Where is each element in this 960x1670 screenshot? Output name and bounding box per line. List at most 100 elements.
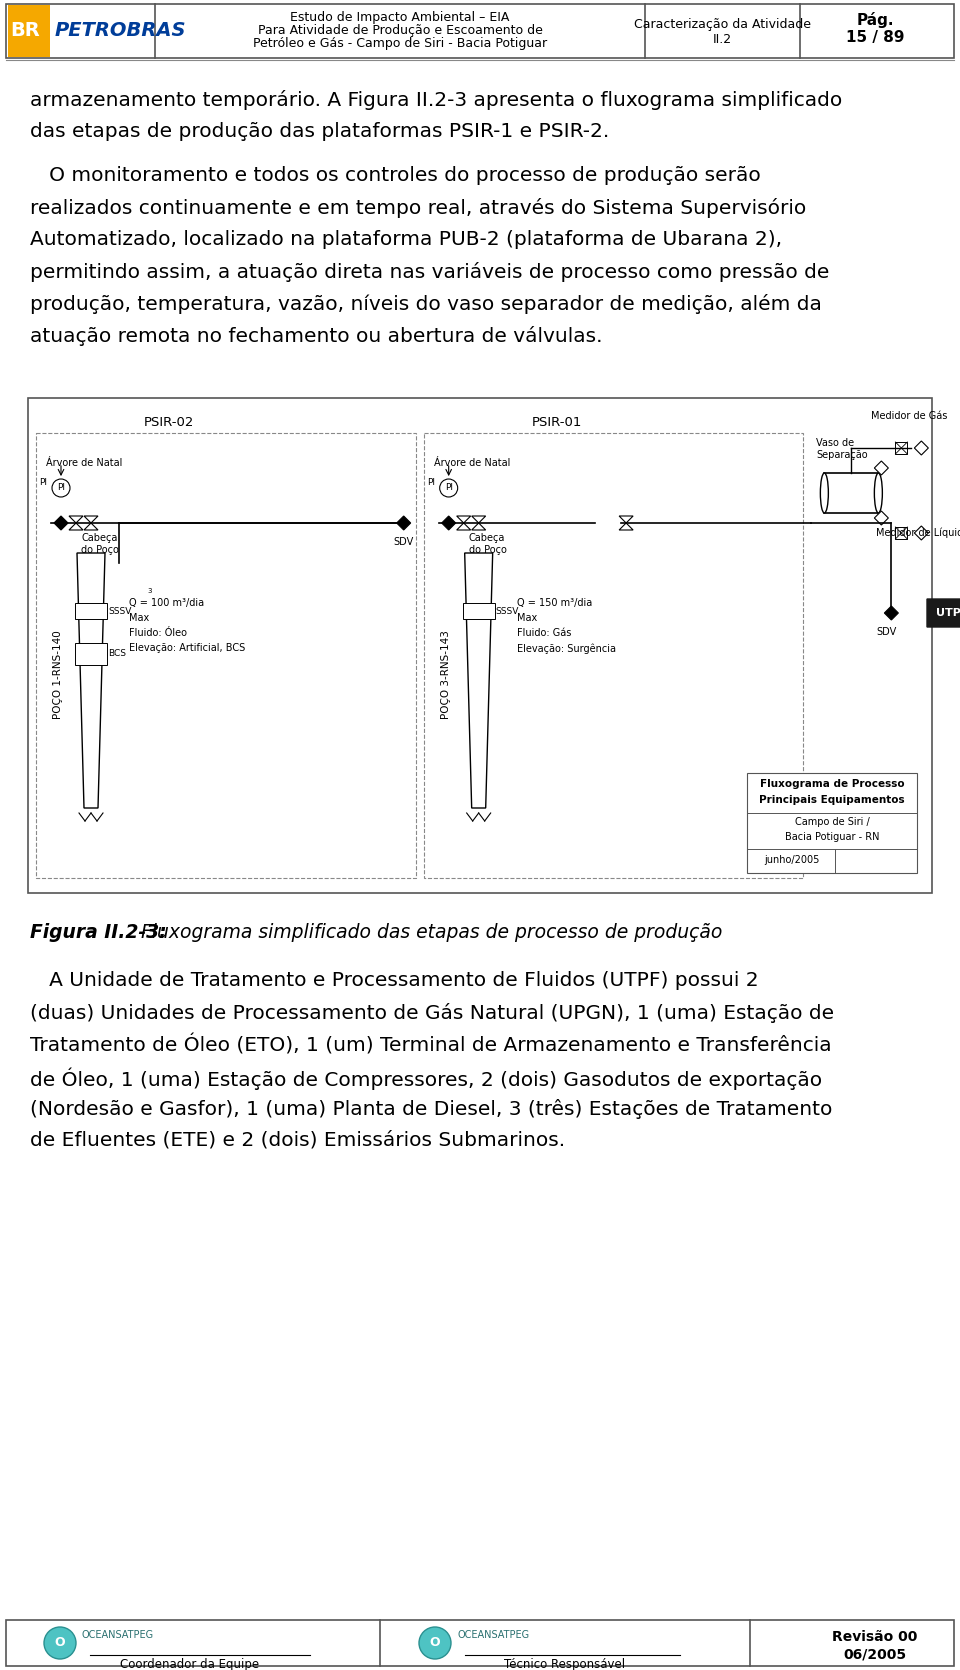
Text: Árvore de Natal: Árvore de Natal — [46, 458, 122, 468]
Text: Petróleo e Gás - Campo de Siri - Bacia Potiguar: Petróleo e Gás - Campo de Siri - Bacia P… — [252, 37, 547, 50]
Text: produção, temperatura, vazão, níveis do vaso separador de medição, além da: produção, temperatura, vazão, níveis do … — [30, 294, 822, 314]
Bar — [6, 1620, 954, 1667]
Text: permitindo assim, a atuação direta nas variáveis de processo como pressão de: permitindo assim, a atuação direta nas v… — [30, 262, 829, 282]
Text: Coordenador da Equipe: Coordenador da Equipe — [120, 1658, 259, 1670]
Text: BR: BR — [10, 22, 39, 40]
Text: II.2: II.2 — [712, 33, 732, 47]
Text: A Unidade de Tratamento e Processamento de Fluidos (UTPF) possui 2: A Unidade de Tratamento e Processamento … — [30, 970, 758, 990]
Text: BCS: BCS — [108, 648, 126, 658]
Text: PSIR-02: PSIR-02 — [144, 416, 194, 429]
Bar — [36, 433, 416, 878]
Polygon shape — [465, 553, 492, 808]
Text: Fluido: Óleo: Fluido: Óleo — [129, 628, 187, 638]
Text: Cabeça
do Poço: Cabeça do Poço — [468, 533, 507, 554]
Text: de Óleo, 1 (uma) Estação de Compressores, 2 (dois) Gasodutos de exportação: de Óleo, 1 (uma) Estação de Compressores… — [30, 1067, 822, 1089]
Text: Figura II.2-3:: Figura II.2-3: — [30, 924, 167, 942]
Bar — [6, 3, 954, 58]
Text: Medidor de Líquido: Medidor de Líquido — [876, 528, 960, 538]
Text: Pág.: Pág. — [856, 12, 894, 28]
Bar — [423, 433, 804, 878]
Text: 06/2005: 06/2005 — [844, 1648, 906, 1662]
Polygon shape — [471, 516, 486, 523]
Text: Q = 150 m³/dia: Q = 150 m³/dia — [516, 598, 592, 608]
Polygon shape — [875, 511, 888, 524]
Polygon shape — [396, 516, 411, 529]
Text: PI: PI — [57, 484, 65, 493]
Text: Vaso de
Separação: Vaso de Separação — [816, 438, 868, 459]
Circle shape — [419, 1627, 451, 1658]
Text: PETROBRAS: PETROBRAS — [55, 22, 186, 40]
Bar — [75, 603, 107, 620]
Text: Q = 100 m³/dia: Q = 100 m³/dia — [129, 598, 204, 608]
Polygon shape — [471, 523, 486, 529]
Text: UTPF - Guamaré: UTPF - Guamaré — [936, 608, 960, 618]
Text: junho/2005: junho/2005 — [764, 855, 820, 865]
Text: PSIR-01: PSIR-01 — [532, 416, 582, 429]
Text: OCEANSATPEG: OCEANSATPEG — [82, 1630, 155, 1640]
Text: O: O — [430, 1637, 441, 1650]
Bar — [28, 397, 932, 893]
Text: POÇO 3-RNS-143: POÇO 3-RNS-143 — [441, 631, 450, 720]
Text: (Nordesão e Gasfor), 1 (uma) Planta de Diesel, 3 (três) Estações de Tratamento: (Nordesão e Gasfor), 1 (uma) Planta de D… — [30, 1099, 832, 1119]
Bar — [463, 603, 494, 620]
Bar — [896, 528, 907, 539]
Text: Campo de Siri /: Campo de Siri / — [795, 817, 870, 827]
Polygon shape — [619, 516, 633, 523]
Text: Max: Max — [129, 613, 149, 623]
Bar — [747, 773, 917, 873]
Text: Max: Max — [516, 613, 537, 623]
Polygon shape — [84, 516, 98, 523]
Text: Bacia Potiguar - RN: Bacia Potiguar - RN — [784, 832, 879, 842]
Text: 3: 3 — [147, 588, 152, 595]
Text: SSSV: SSSV — [108, 606, 132, 616]
Polygon shape — [77, 553, 105, 808]
Text: SSSV: SSSV — [495, 606, 519, 616]
Text: O: O — [55, 1637, 65, 1650]
Text: Cabeça
do Poço: Cabeça do Poço — [81, 533, 119, 554]
Text: Elevação: Artificial, BCS: Elevação: Artificial, BCS — [129, 643, 245, 653]
Text: Medidor de Gás: Medidor de Gás — [872, 411, 948, 421]
Text: OCEANSATPEG: OCEANSATPEG — [457, 1630, 529, 1640]
Text: Caracterização da Atividade: Caracterização da Atividade — [634, 18, 810, 32]
Text: Fluido: Gás: Fluido: Gás — [516, 628, 571, 638]
Text: 15 / 89: 15 / 89 — [846, 30, 904, 45]
Polygon shape — [69, 516, 83, 523]
Bar — [75, 643, 107, 665]
Ellipse shape — [821, 473, 828, 513]
Text: PI: PI — [426, 478, 435, 488]
Text: POÇO 1-RNS-140: POÇO 1-RNS-140 — [53, 631, 63, 720]
Text: SDV: SDV — [876, 626, 897, 636]
Text: Automatizado, localizado na plataforma PUB-2 (plataforma de Ubarana 2),: Automatizado, localizado na plataforma P… — [30, 230, 782, 249]
Circle shape — [44, 1627, 76, 1658]
Text: armazenamento temporário. A Figura II.2-3 apresenta o fluxograma simplificado: armazenamento temporário. A Figura II.2-… — [30, 90, 842, 110]
Polygon shape — [914, 526, 928, 539]
Circle shape — [440, 479, 458, 498]
Polygon shape — [914, 441, 928, 454]
Bar — [896, 443, 907, 454]
Text: Tratamento de Óleo (ETO), 1 (um) Terminal de Armazenamento e Transferência: Tratamento de Óleo (ETO), 1 (um) Termina… — [30, 1035, 831, 1055]
Text: (duas) Unidades de Processamento de Gás Natural (UPGN), 1 (uma) Estação de: (duas) Unidades de Processamento de Gás … — [30, 1004, 834, 1024]
Text: Para Atividade de Produção e Escoamento de: Para Atividade de Produção e Escoamento … — [257, 23, 542, 37]
Text: Fluxograma de Processo: Fluxograma de Processo — [759, 778, 904, 788]
Text: das etapas de produção das plataformas PSIR-1 e PSIR-2.: das etapas de produção das plataformas P… — [30, 122, 610, 140]
Text: SDV: SDV — [394, 538, 414, 548]
Text: de Efluentes (ETE) e 2 (dois) Emissários Submarinos.: de Efluentes (ETE) e 2 (dois) Emissários… — [30, 1131, 565, 1151]
Polygon shape — [84, 523, 98, 529]
Text: atuação remota no fechamento ou abertura de válvulas.: atuação remota no fechamento ou abertura… — [30, 326, 603, 346]
Polygon shape — [54, 516, 68, 529]
Text: Principais Equipamentos: Principais Equipamentos — [759, 795, 905, 805]
Text: Árvore de Natal: Árvore de Natal — [434, 458, 510, 468]
Text: realizados continuamente e em tempo real, através do Sistema Supervisório: realizados continuamente e em tempo real… — [30, 199, 806, 219]
Polygon shape — [442, 516, 456, 529]
Text: Fluxograma simplificado das etapas de processo de produção: Fluxograma simplificado das etapas de pr… — [135, 924, 722, 942]
Ellipse shape — [875, 473, 882, 513]
Polygon shape — [927, 600, 960, 626]
Polygon shape — [875, 461, 888, 474]
Text: Revisão 00: Revisão 00 — [832, 1630, 918, 1643]
Text: PI: PI — [444, 484, 453, 493]
Circle shape — [52, 479, 70, 498]
Text: O monitoramento e todos os controles do processo de produção serão: O monitoramento e todos os controles do … — [30, 165, 760, 185]
Text: Estudo de Impacto Ambiental – EIA: Estudo de Impacto Ambiental – EIA — [290, 12, 510, 23]
Text: Elevação: Surgência: Elevação: Surgência — [516, 643, 615, 653]
Bar — [8, 5, 50, 57]
